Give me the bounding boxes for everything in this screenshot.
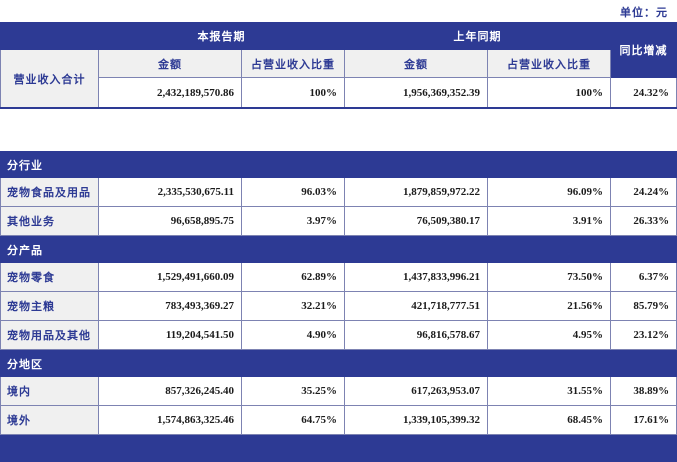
share-cell: 3.91%	[488, 207, 611, 236]
section-title: 分行业	[0, 151, 677, 178]
amount-cell: 2,335,530,675.11	[99, 178, 242, 207]
table-row: 境内 857,326,245.40 35.25% 617,263,953.07 …	[0, 377, 677, 406]
share-cell: 96.09%	[488, 178, 611, 207]
yoy-cell: 24.32%	[611, 78, 677, 107]
yoy-cell: 23.12%	[611, 321, 677, 350]
section-title: 分产品	[0, 236, 677, 263]
share-cell: 100%	[242, 78, 345, 107]
unit-label: 单位：元	[620, 7, 668, 19]
table-row: 宠物用品及其他 119,204,541.50 4.90% 96,816,578.…	[0, 321, 677, 350]
yoy-cell: 38.89%	[611, 377, 677, 406]
amount-cell: 119,204,541.50	[99, 321, 242, 350]
amount-cell: 2,432,189,570.86	[99, 78, 242, 107]
share-cell: 4.95%	[488, 321, 611, 350]
section-band-region: 分地区	[0, 350, 677, 377]
amount-cell: 1,529,491,660.09	[99, 263, 242, 292]
row-label: 宠物食品及用品	[0, 178, 99, 207]
summary-data-row: 2,432,189,570.86 100% 1,956,369,352.39 1…	[0, 78, 677, 107]
share-cell: 4.90%	[242, 321, 345, 350]
header-share-current: 占营业收入比重	[242, 50, 345, 78]
share-cell: 64.75%	[242, 406, 345, 435]
section-band-industry: 分行业	[0, 151, 677, 178]
header-empty-cell	[0, 22, 99, 50]
yoy-cell: 26.33%	[611, 207, 677, 236]
revenue-summary-table: 本报告期 上年同期 同比增减 营业收入合计 金额 占营业收入比重 金额 占营业收…	[0, 22, 677, 109]
amount-cell: 96,658,895.75	[99, 207, 242, 236]
summary-subheader-row: 营业收入合计 金额 占营业收入比重 金额 占营业收入比重	[0, 50, 677, 107]
share-cell: 21.56%	[488, 292, 611, 321]
section-band-truncated	[0, 435, 677, 462]
amount-cell: 1,574,863,325.46	[99, 406, 242, 435]
row-label: 境内	[0, 377, 99, 406]
amount-cell: 857,326,245.40	[99, 377, 242, 406]
section-band-product: 分产品	[0, 236, 677, 263]
breakdown-table: 分行业 宠物食品及用品 2,335,530,675.11 96.03% 1,87…	[0, 151, 677, 462]
yoy-cell: 17.61%	[611, 406, 677, 435]
header-amount-prior: 金额	[345, 50, 488, 78]
header-yoy-change: 同比增减	[611, 22, 677, 78]
share-cell: 31.55%	[488, 377, 611, 406]
yoy-cell: 24.24%	[611, 178, 677, 207]
share-cell: 100%	[488, 78, 611, 107]
summary-header-row: 本报告期 上年同期 同比增减	[0, 22, 677, 78]
amount-cell: 421,718,777.51	[345, 292, 488, 321]
share-cell: 73.50%	[488, 263, 611, 292]
amount-cell: 1,339,105,399.32	[345, 406, 488, 435]
share-cell: 96.03%	[242, 178, 345, 207]
amount-cell: 617,263,953.07	[345, 377, 488, 406]
share-cell: 68.45%	[488, 406, 611, 435]
row-label: 其他业务	[0, 207, 99, 236]
amount-cell: 1,956,369,352.39	[345, 78, 488, 107]
amount-cell: 1,437,833,996.21	[345, 263, 488, 292]
table-row: 其他业务 96,658,895.75 3.97% 76,509,380.17 3…	[0, 207, 677, 236]
header-amount-current: 金额	[99, 50, 242, 78]
row-label: 境外	[0, 406, 99, 435]
share-cell: 3.97%	[242, 207, 345, 236]
amount-cell: 96,816,578.67	[345, 321, 488, 350]
total-revenue-label: 营业收入合计	[0, 50, 99, 107]
row-label: 宠物用品及其他	[0, 321, 99, 350]
amount-cell: 76,509,380.17	[345, 207, 488, 236]
table-row: 宠物食品及用品 2,335,530,675.11 96.03% 1,879,85…	[0, 178, 677, 207]
amount-cell: 1,879,859,972.22	[345, 178, 488, 207]
section-title: 分地区	[0, 350, 677, 377]
header-current-period: 本报告期	[99, 22, 345, 50]
yoy-cell: 6.37%	[611, 263, 677, 292]
share-cell: 62.89%	[242, 263, 345, 292]
share-cell: 32.21%	[242, 292, 345, 321]
header-prior-period: 上年同期	[345, 22, 611, 50]
row-label: 宠物零食	[0, 263, 99, 292]
header-share-prior: 占营业收入比重	[488, 50, 611, 78]
table-row: 宠物零食 1,529,491,660.09 62.89% 1,437,833,9…	[0, 263, 677, 292]
section-title	[0, 435, 677, 462]
share-cell: 35.25%	[242, 377, 345, 406]
table-row: 境外 1,574,863,325.46 64.75% 1,339,105,399…	[0, 406, 677, 435]
yoy-cell: 85.79%	[611, 292, 677, 321]
row-label: 宠物主粮	[0, 292, 99, 321]
table-row: 宠物主粮 783,493,369.27 32.21% 421,718,777.5…	[0, 292, 677, 321]
amount-cell: 783,493,369.27	[99, 292, 242, 321]
